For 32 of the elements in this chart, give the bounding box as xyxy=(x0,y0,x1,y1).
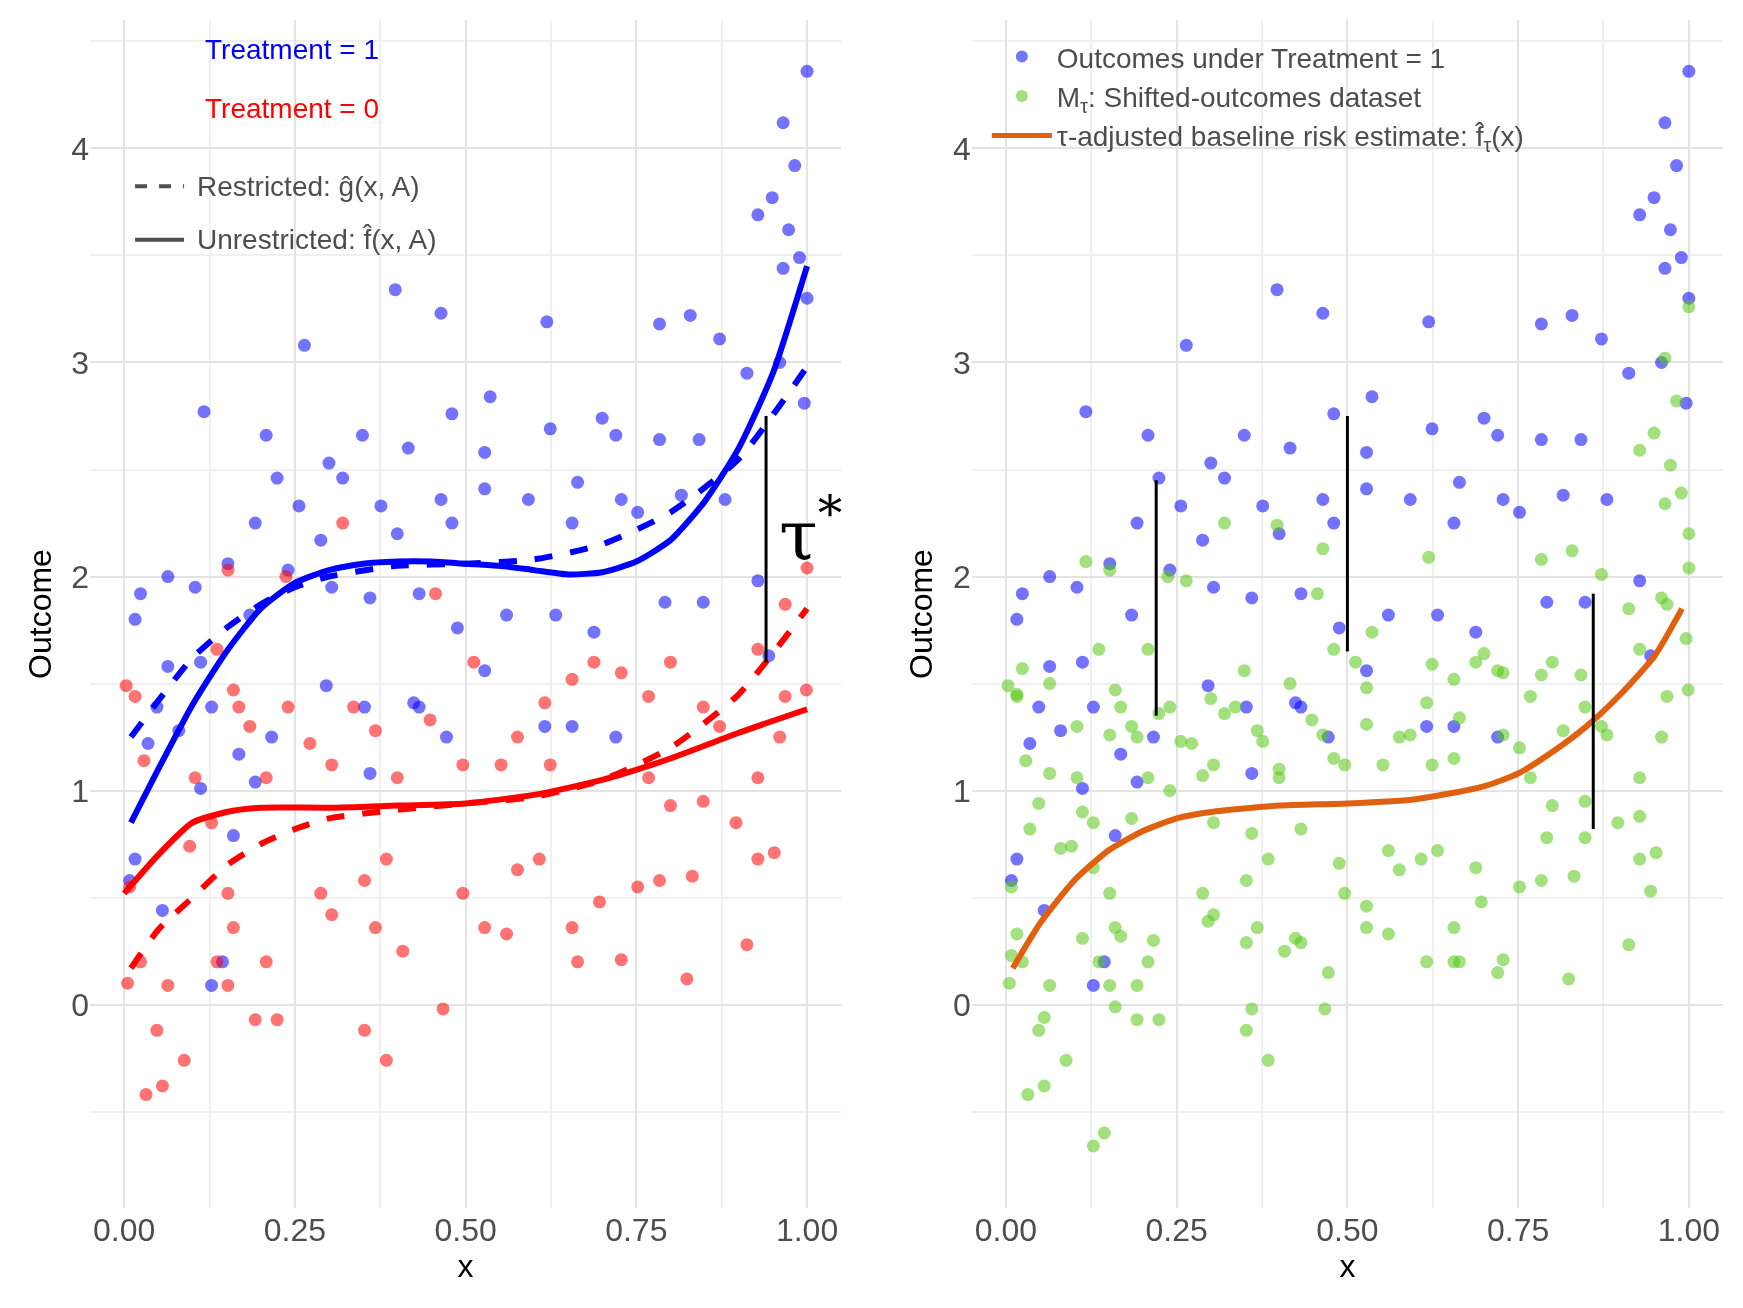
annotation: τ$^{*}$ xyxy=(779,485,843,577)
y-tick-label: 0 xyxy=(71,986,89,1023)
x-tick-label: 1.00 xyxy=(1657,1212,1720,1248)
y-tick-label: 1 xyxy=(71,772,89,809)
x-tick-label: 0.00 xyxy=(974,1212,1038,1248)
annotation: Unrestricted: f̂(x, A) xyxy=(197,224,437,255)
x-tick-label: 0.25 xyxy=(1145,1212,1208,1248)
legend-label: τ-adjusted baseline risk estimate: f̂$_{τ}$(x) xyxy=(1056,121,1524,157)
y-tick-label: 3 xyxy=(953,344,971,381)
x-tick-label: 0.25 xyxy=(263,1212,327,1248)
x-tick-label: 0.50 xyxy=(1316,1212,1379,1248)
y-tick-label: 1 xyxy=(953,772,971,809)
y-axis-title: Outcome xyxy=(903,549,940,679)
legend-label: Outcomes under Treatment = 1 xyxy=(1056,42,1446,74)
x-tick-label: 0.75 xyxy=(1486,1212,1550,1248)
annotation: Treatment = 0 xyxy=(205,93,380,124)
x-tick-label: 0.75 xyxy=(605,1212,668,1248)
x-tick-label: 0.00 xyxy=(93,1212,156,1248)
y-tick-label: 4 xyxy=(71,130,89,167)
y-tick-label: 3 xyxy=(71,344,89,381)
y-tick-label: 2 xyxy=(71,558,89,595)
legend-label: M$_{τ}$: Shifted-outcomes dataset xyxy=(1056,81,1422,117)
y-tick-label: 0 xyxy=(953,986,971,1023)
x-axis-title: x xyxy=(457,1248,474,1284)
x-axis-title: x xyxy=(1339,1248,1356,1284)
x-tick-label: 0.50 xyxy=(434,1212,497,1248)
y-tick-label: 2 xyxy=(953,558,971,595)
x-tick-label: 1.00 xyxy=(775,1212,839,1248)
annotation: Restricted: ĝ(x, A) xyxy=(197,171,420,202)
annotation: Treatment = 1 xyxy=(205,34,380,65)
y-tick-label: 4 xyxy=(953,130,971,167)
y-axis-title: Outcome xyxy=(21,549,58,679)
